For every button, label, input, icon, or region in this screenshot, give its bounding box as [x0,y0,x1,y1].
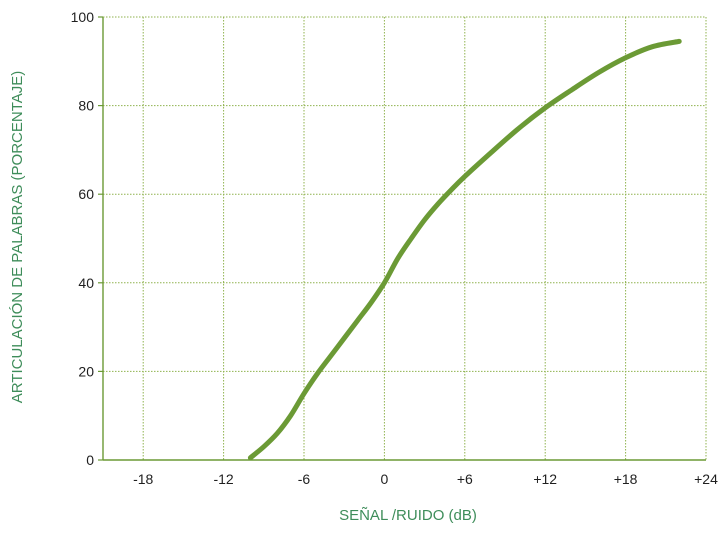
x-tick-label: +24 [694,471,718,487]
x-tick-label: -6 [298,471,311,487]
y-tick-labels: 0 20 40 60 80 100 [71,9,95,468]
x-tick-labels: -18 -12 -6 0 +6 +12 +18 +24 [133,471,718,487]
series-line [247,38,682,461]
y-tick-label: 80 [78,98,94,114]
x-axis-title: SEÑAL /RUIDO (dB) [339,507,477,524]
x-tick-label: +6 [457,471,473,487]
x-tick-label: +18 [614,471,638,487]
y-tick-label: 20 [78,363,94,379]
axes [98,16,707,461]
y-tick-label: 0 [86,452,94,468]
grid-lines [103,17,706,460]
y-tick-label: 40 [78,275,94,291]
x-tick-label: -18 [133,471,153,487]
y-tick-label: 60 [78,186,94,202]
y-axis-title: ARTICULACIÓN DE PALABRAS (PORCENTAJE) [9,71,26,404]
y-tick-label: 100 [71,9,95,25]
x-tick-label: +12 [533,471,557,487]
x-tick-label: -12 [213,471,233,487]
x-tick-label: 0 [381,471,389,487]
series-layer [247,38,682,461]
